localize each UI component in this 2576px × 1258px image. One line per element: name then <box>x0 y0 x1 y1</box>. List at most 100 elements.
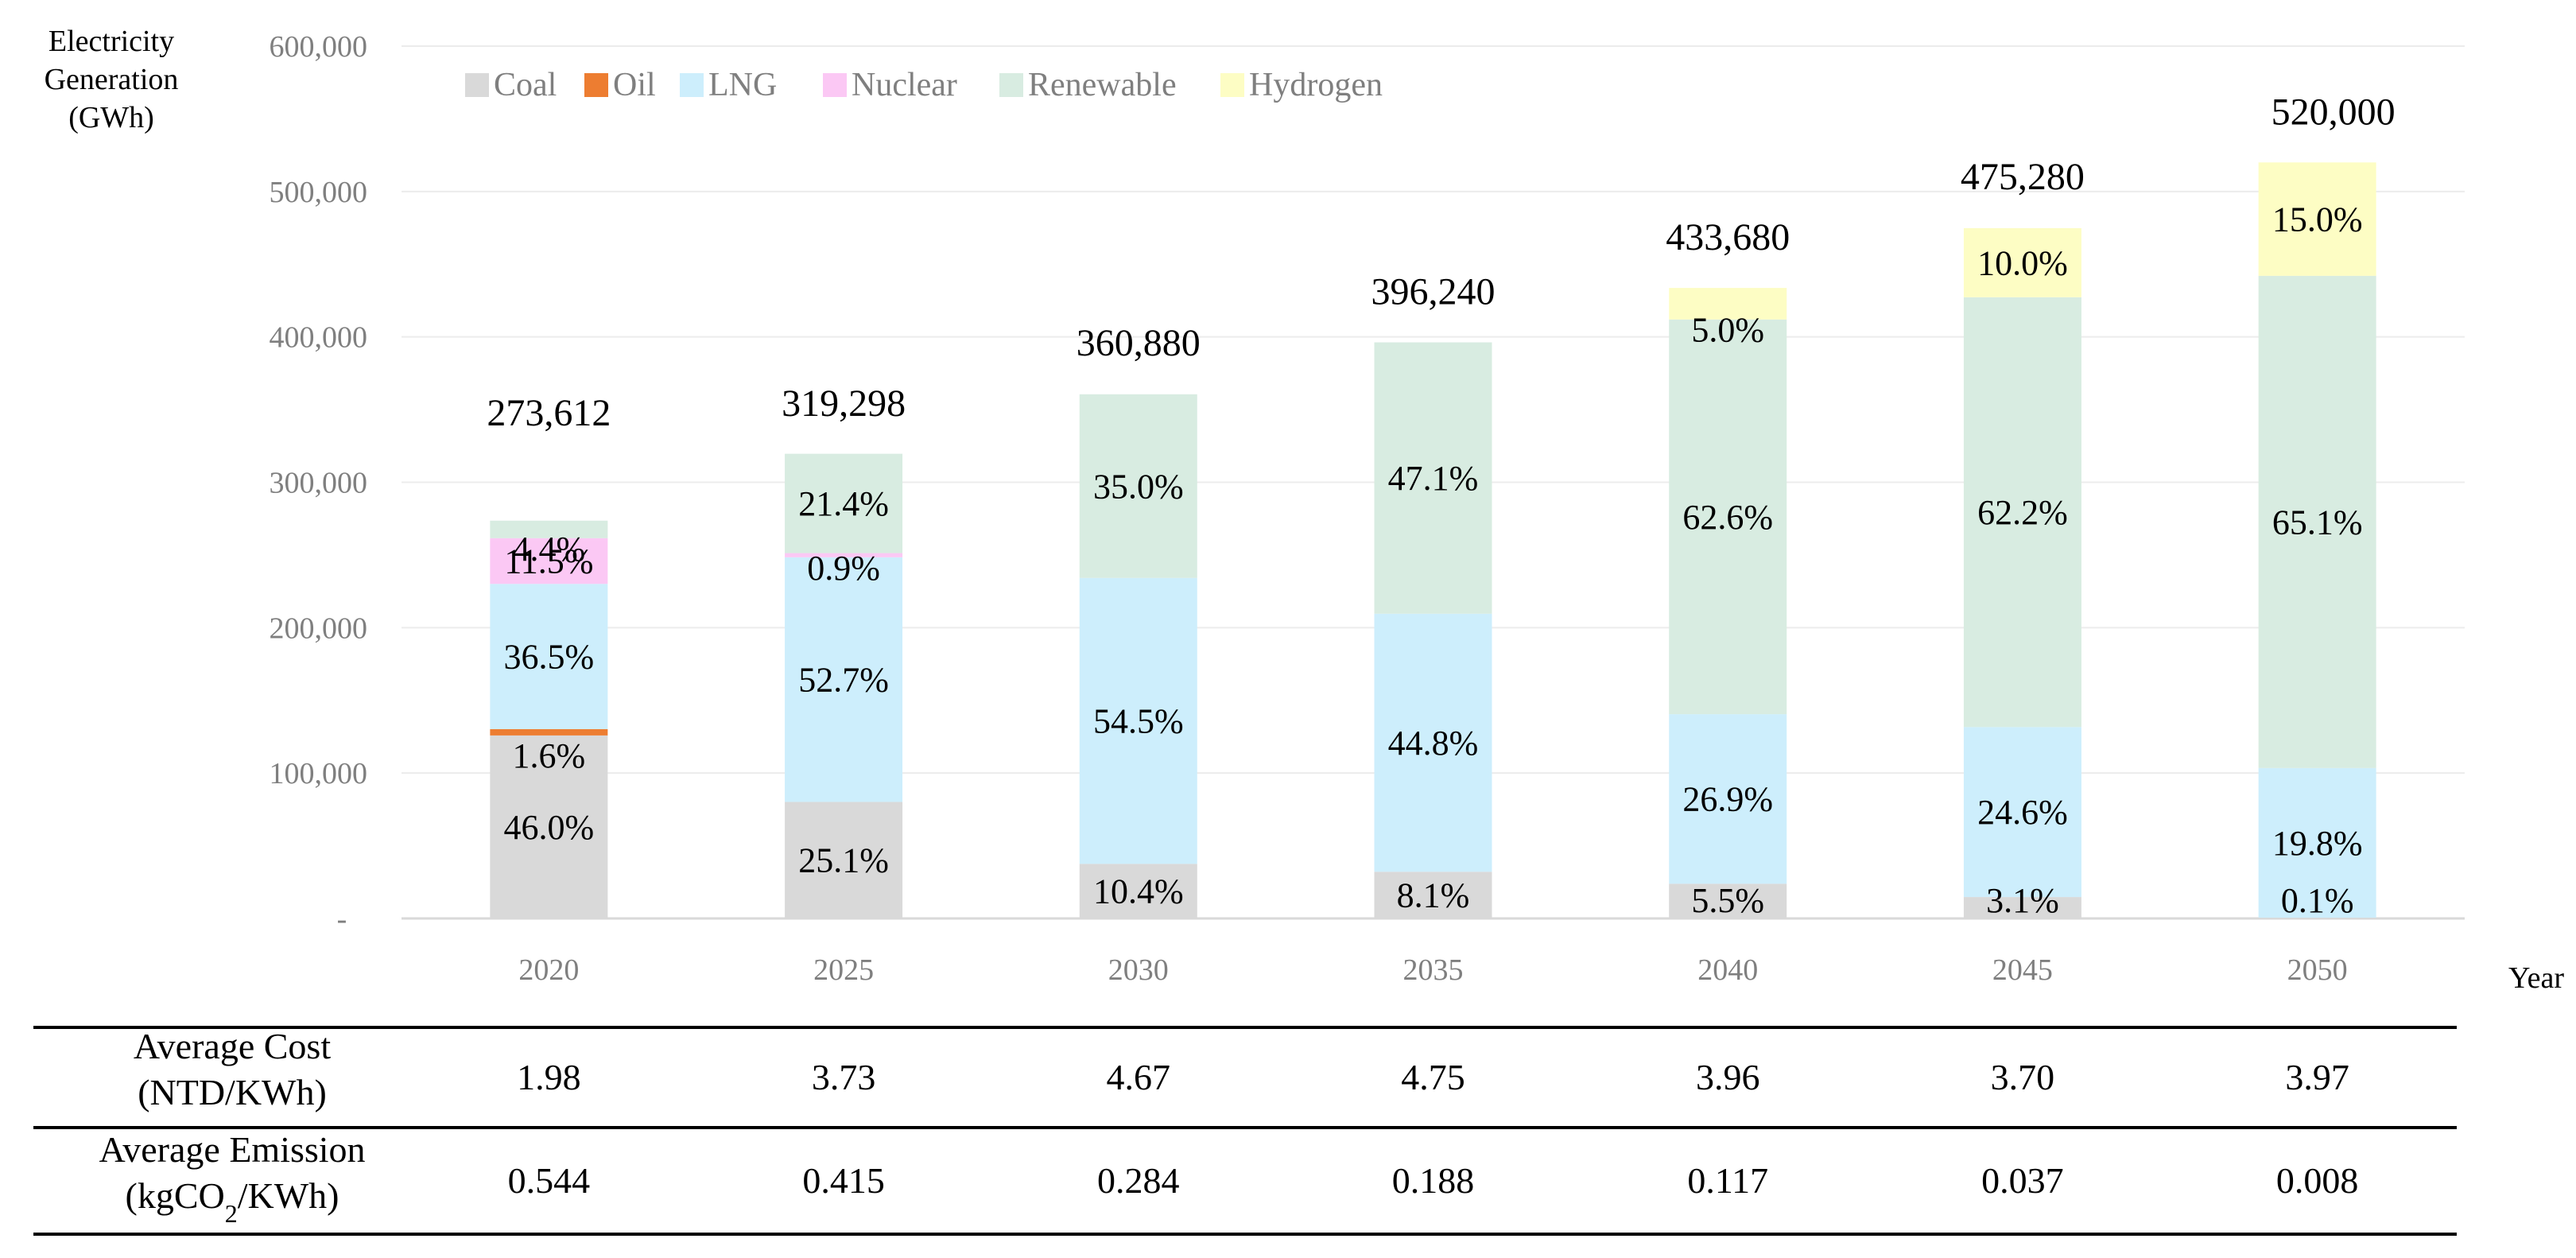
bar-renewable-2035 <box>1374 342 1492 614</box>
legend-swatch-coal <box>465 73 489 97</box>
gridlines <box>402 45 2465 920</box>
bar-coal-2040 <box>1669 883 1787 918</box>
bar-renewable-2045 <box>1963 297 2081 728</box>
y-tick-label: 600,000 <box>270 30 368 64</box>
legend-label-coal: Coal <box>494 67 557 103</box>
legend-label-nuclear: Nuclear <box>852 67 957 103</box>
label-nuclear-2020: 11.5% <box>504 542 593 581</box>
label-lng-2030: 54.5% <box>1093 702 1184 741</box>
bar-renewable-2040 <box>1669 319 1787 715</box>
bar-lng-2035 <box>1374 613 1492 872</box>
emission-value-2040: 0.117 <box>1687 1160 1768 1201</box>
total-label-2050: 520,000 <box>2271 91 2396 133</box>
x-axis-title: Year <box>2508 961 2564 995</box>
bar-hydrogen-2050 <box>2258 162 2376 276</box>
bar-lng-2025 <box>785 557 903 802</box>
y-axis-title-line: Generation <box>45 63 179 96</box>
x-tick-label-2045: 2045 <box>1992 953 2053 987</box>
cost-value-2050: 3.97 <box>2285 1057 2349 1097</box>
bars <box>490 162 2376 919</box>
segment-labels: 46.0% 1.6% 36.5% 11.5%4.4% 25.1% 52.7% 0.9% 21.… <box>504 200 2363 920</box>
y-tick-label: 200,000 <box>270 612 368 645</box>
legend-swatch-renewable <box>999 73 1023 97</box>
y-tick-label: - <box>337 903 347 936</box>
y-tick-label: 500,000 <box>270 176 368 209</box>
cost-emission-table: Average Cost (NTD/KWh) 1.98 3.73 4.67 4.75 3.9… <box>33 1026 2457 1236</box>
bar-oil-2020 <box>490 728 608 736</box>
cost-value-2025: 3.73 <box>812 1057 876 1097</box>
bar-lng-2020 <box>490 584 608 729</box>
label-hydrogen-2050: 15.0% <box>2272 200 2363 239</box>
label-renewable-2040: 62.6% <box>1682 498 1773 537</box>
bar-coal-2020 <box>490 735 608 918</box>
label-lng-2040: 26.9% <box>1682 780 1773 819</box>
total-label-2035: 396,240 <box>1371 271 1496 313</box>
bar-lng-2050 <box>2258 767 2376 918</box>
legend-label-lng: LNG <box>708 67 777 103</box>
row-label-part: (kgCO <box>126 1175 225 1216</box>
bar-hydrogen-2040 <box>1669 288 1787 320</box>
total-label-2030: 360,880 <box>1077 322 1201 364</box>
total-label-2025: 319,298 <box>782 382 906 425</box>
total-label-2020: 273,612 <box>487 392 611 434</box>
cost-value-2020: 1.98 <box>517 1057 581 1097</box>
label-coal-2025: 25.1% <box>798 841 889 880</box>
y-axis-title: Electricity Generation (GWh) <box>45 25 179 134</box>
legend: Coal Oil LNG Nuclear Renewable Hydrogen <box>465 67 1383 103</box>
cost-value-2045: 3.70 <box>1991 1057 2055 1097</box>
label-coal-2050: 0.1% <box>2281 881 2354 920</box>
legend-swatch-nuclear <box>823 73 847 97</box>
x-tick-label-2035: 2035 <box>1403 953 1464 987</box>
row-label-subscript: 2 <box>225 1199 238 1228</box>
cost-value-2035: 4.75 <box>1401 1057 1465 1097</box>
total-label-2040: 433,680 <box>1666 216 1790 258</box>
row-label-average-cost: Average Cost (NTD/KWh) <box>134 1026 331 1112</box>
x-tick-label-2050: 2050 <box>2287 953 2348 987</box>
legend-swatch-hydrogen <box>1220 73 1244 97</box>
emission-value-2030: 0.284 <box>1097 1160 1180 1201</box>
label-renewable-2050: 65.1% <box>2272 503 2363 542</box>
total-label-2045: 475,280 <box>1961 156 2085 198</box>
emission-value-2035: 0.188 <box>1392 1160 1475 1201</box>
y-tick-label: 400,000 <box>270 321 368 355</box>
bar-renewable-2020 <box>490 520 608 538</box>
label-nuclear-2025: 0.9% <box>807 549 880 588</box>
label-coal-2045: 3.1% <box>1986 881 2059 920</box>
emission-value-2050: 0.008 <box>2276 1160 2359 1201</box>
label-coal-2030: 10.4% <box>1093 872 1184 911</box>
bar-nuclear-2020 <box>490 538 608 584</box>
label-lng-2035: 44.8% <box>1388 724 1479 763</box>
label-lng-2050: 19.8% <box>2272 824 2363 863</box>
row-label-line: Average Cost <box>134 1026 331 1066</box>
label-lng-2045: 24.6% <box>1977 793 2068 832</box>
bar-lng-2030 <box>1079 577 1197 864</box>
label-lng-2025: 52.7% <box>798 661 889 700</box>
label-renewable-2030: 35.0% <box>1093 467 1184 506</box>
bar-renewable-2030 <box>1079 394 1197 578</box>
emission-value-2045: 0.037 <box>1981 1160 2064 1201</box>
legend-swatch-lng <box>680 73 704 97</box>
bar-coal-2030 <box>1079 864 1197 918</box>
label-hydrogen-2045: 10.0% <box>1977 243 2068 282</box>
label-coal-2035: 8.1% <box>1397 876 1470 915</box>
bar-coal-2025 <box>785 802 903 918</box>
label-renewable-2045: 62.2% <box>1977 493 2068 532</box>
legend-label-hydrogen: Hydrogen <box>1249 67 1383 103</box>
bar-renewable-2050 <box>2258 275 2376 768</box>
legend-label-oil: Oil <box>613 67 656 103</box>
y-axis-title-line: (GWh) <box>68 101 154 134</box>
legend-label-renewable: Renewable <box>1028 67 1177 103</box>
y-tick-label: 300,000 <box>270 467 368 500</box>
row-label-line: Average Emission <box>99 1129 365 1170</box>
emission-value-2025: 0.415 <box>802 1160 885 1201</box>
cost-value-2040: 3.96 <box>1696 1057 1760 1097</box>
emission-value-2020: 0.544 <box>508 1160 591 1201</box>
bar-renewable-2025 <box>785 453 903 553</box>
y-axis-title-line: Electricity <box>48 25 174 58</box>
label-hydrogen-2040: 5.0% <box>1691 311 1764 350</box>
row-label-line: (NTD/KWh) <box>138 1072 327 1112</box>
x-tick-label-2030: 2030 <box>1108 953 1169 987</box>
label-lng-2020: 36.5% <box>504 638 595 677</box>
legend-swatch-oil <box>584 73 608 97</box>
